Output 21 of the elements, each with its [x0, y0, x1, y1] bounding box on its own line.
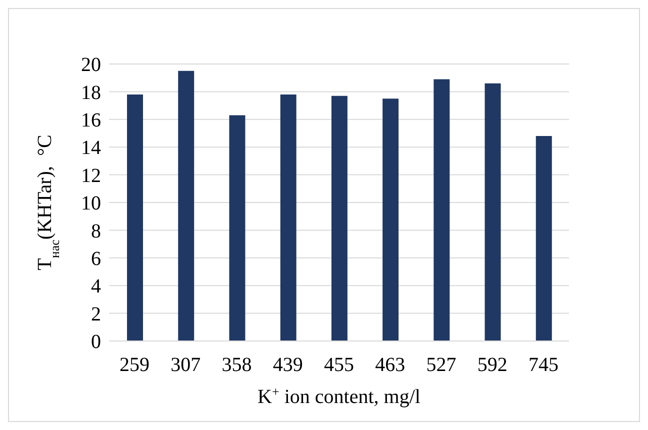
x-axis-title: K$^{+}$ ion content, mg/l [258, 384, 421, 408]
y-tick-label: 16 [81, 110, 101, 132]
y-tick-label: 4 [91, 276, 101, 298]
y-tick-label: 2 [91, 303, 101, 326]
x-tick-label: 455 [324, 354, 354, 376]
y-tick-label: 20 [81, 54, 101, 76]
x-tick-label: 439 [272, 354, 303, 376]
x-tick-label: 358 [222, 354, 252, 376]
y-tick-label: 0 [91, 331, 101, 354]
x-tick-label: 307 [170, 354, 201, 376]
x-tick-label: 527 [426, 354, 456, 376]
y-tick-label: 18 [81, 82, 101, 104]
y-tick-label: 6 [91, 248, 101, 270]
x-tick-label: 259 [120, 354, 150, 376]
y-tick-label: 12 [81, 164, 101, 187]
y-tick-label: 10 [81, 192, 101, 215]
x-tick-label: 745 [528, 354, 558, 376]
y-tick-label: 8 [91, 220, 101, 242]
y-tick-label: 14 [81, 137, 101, 160]
x-tick-label: 463 [375, 354, 406, 376]
x-tick-label: 592 [477, 354, 508, 376]
